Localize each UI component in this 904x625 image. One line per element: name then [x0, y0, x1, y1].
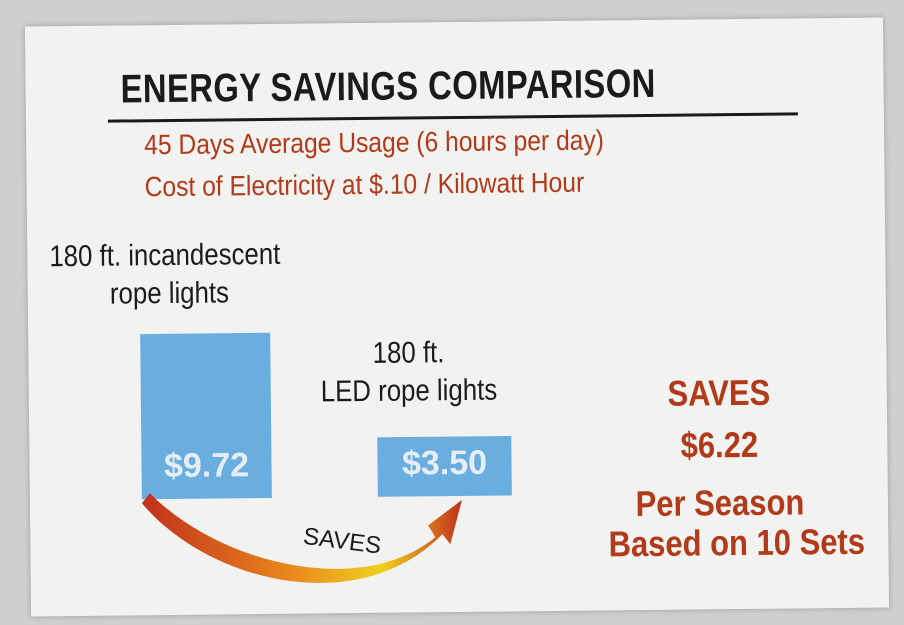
savings-heading: SAVES: [667, 371, 771, 414]
savings-amount: $6.22: [680, 423, 759, 466]
savings-based-on: Based on 10 Sets: [608, 520, 866, 565]
bar-chart: $9.72 $3.50 SAVES: [140, 332, 512, 583]
savings-callout: SAVES $6.22 Per Season Based on 10 Sets: [589, 370, 866, 565]
bar-1: [377, 435, 512, 497]
savings-arrow: [141, 493, 462, 583]
infographic-card: ENERGY SAVINGS COMPARISON 45 Days Averag…: [24, 17, 890, 617]
savings-per-season: Per Season: [635, 481, 805, 525]
bar-value-label-0: $9.72: [164, 446, 249, 485]
bar-0: [140, 332, 272, 500]
bar-value-label-1: $3.50: [402, 444, 487, 483]
arrow-label: SAVES: [302, 523, 383, 560]
